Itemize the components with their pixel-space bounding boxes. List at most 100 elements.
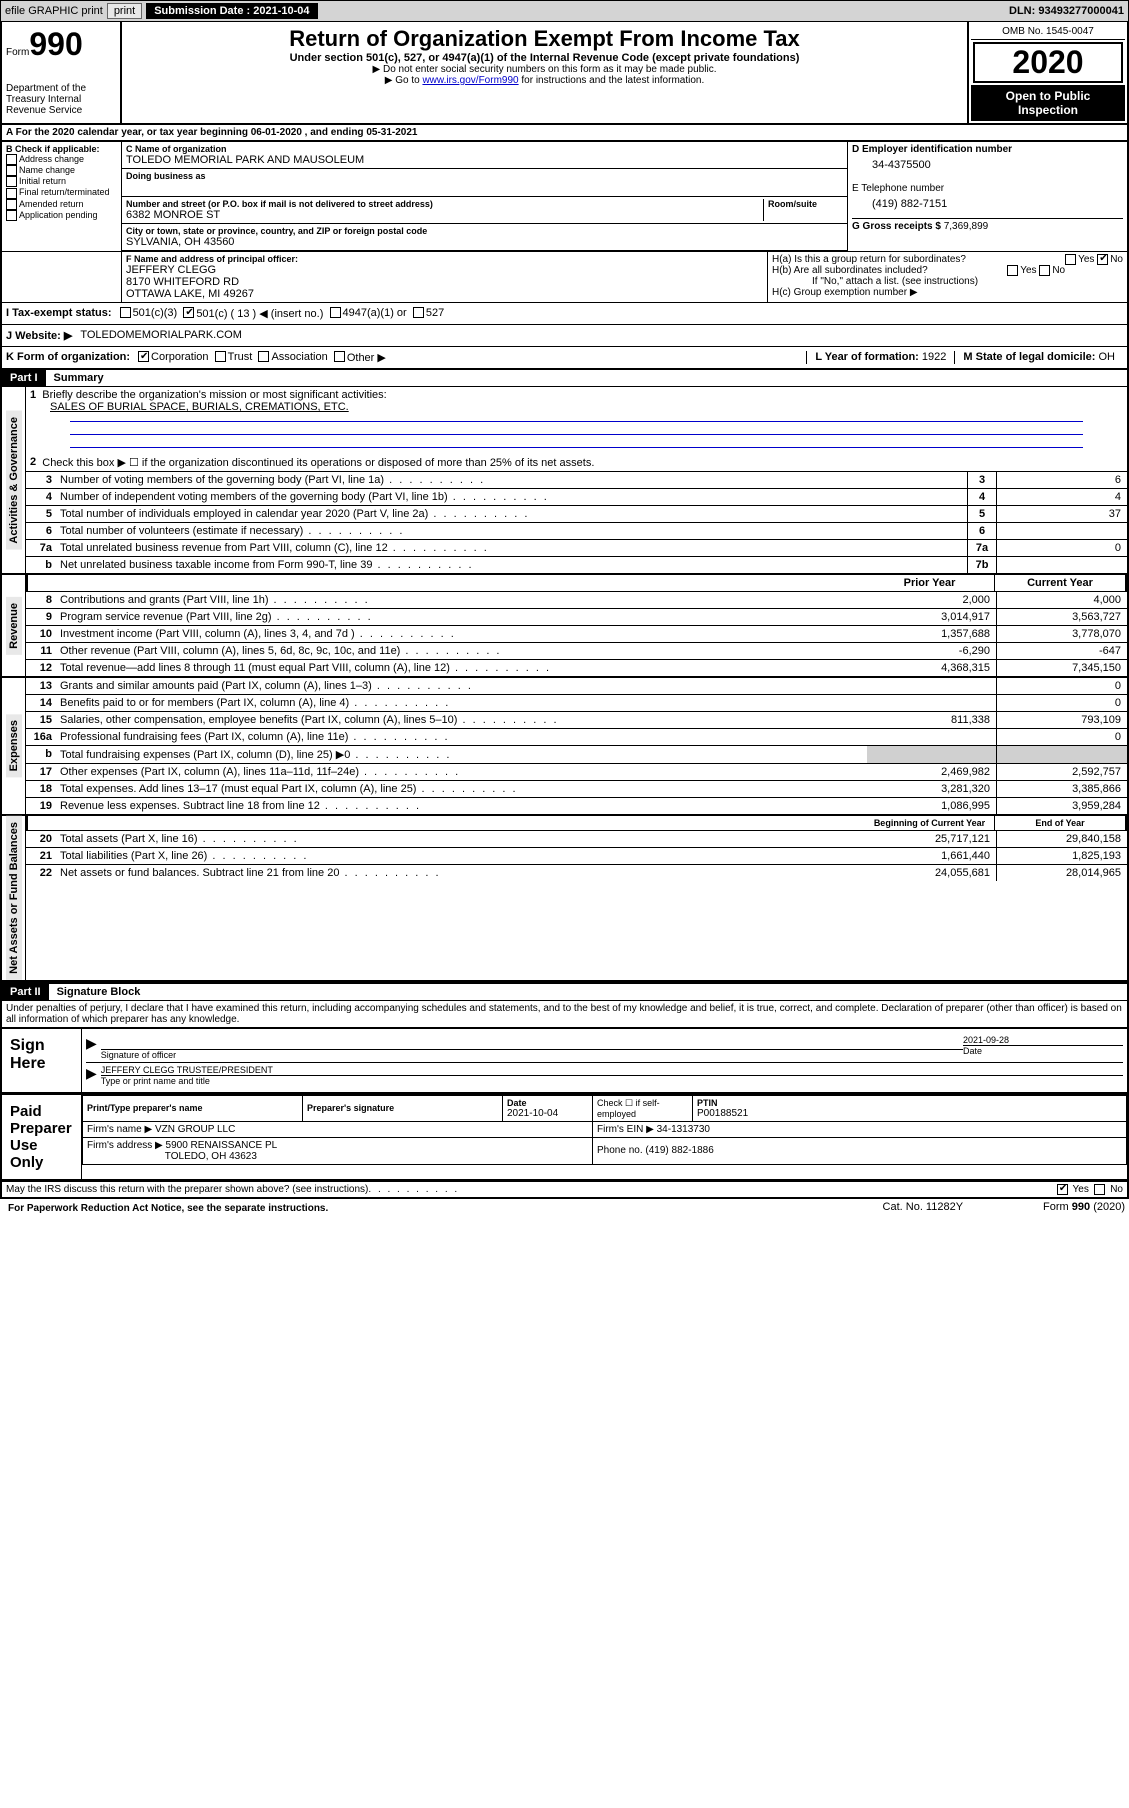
net-header: Beginning of Current Year End of Year (26, 816, 1127, 831)
cb-527[interactable] (413, 307, 424, 318)
tax-year: 2020 (973, 42, 1123, 83)
arrow-icon2: ▶ (86, 1065, 97, 1086)
vert-rev: Revenue (6, 597, 22, 655)
ein-label: D Employer identification number (852, 144, 1123, 155)
room-label: Room/suite (768, 199, 843, 209)
arrow-icon: ▶ (86, 1035, 97, 1060)
paperwork-note: For Paperwork Reduction Act Notice, see … (4, 1201, 332, 1216)
gov-line: 3Number of voting members of the governi… (26, 472, 1127, 489)
sig-officer-label: Signature of officer (101, 1049, 963, 1060)
prior-year-hdr: Prior Year (865, 575, 995, 591)
cb-corp[interactable] (138, 351, 149, 362)
discuss-text: May the IRS discuss this return with the… (6, 1184, 368, 1195)
end-year-hdr: End of Year (995, 816, 1125, 830)
section-fh: F Name and address of principal officer:… (0, 252, 1129, 303)
cb-trust[interactable] (215, 351, 226, 362)
print-button[interactable]: print (107, 3, 142, 19)
discuss-row: May the IRS discuss this return with the… (0, 1181, 1129, 1199)
section-f: F Name and address of principal officer:… (122, 252, 767, 302)
form-title-box: Return of Organization Exempt From Incom… (122, 22, 967, 123)
footer-row: For Paperwork Reduction Act Notice, see … (0, 1199, 1129, 1218)
dln: DLN: 93493277000041 (1009, 5, 1124, 17)
form-note1: ▶ Do not enter social security numbers o… (130, 64, 959, 75)
cb-initial: Initial return (6, 176, 117, 187)
cb-other[interactable] (334, 351, 345, 362)
form-number: 990 (29, 26, 82, 62)
sig-date-label: Date (963, 1045, 1123, 1056)
h-b-note: If "No," attach a list. (see instruction… (772, 276, 1123, 287)
discuss-no[interactable] (1094, 1184, 1105, 1195)
efile-label: efile GRAPHIC print (5, 5, 103, 17)
vert-exp: Expenses (6, 714, 22, 777)
cb-4947[interactable] (330, 307, 341, 318)
irs-link[interactable]: www.irs.gov/Form990 (422, 75, 518, 86)
cb-amended: Amended return (6, 199, 117, 210)
officer-addr2: OTTAWA LAKE, MI 49267 (126, 288, 763, 300)
gross-receipts: G Gross receipts $ 7,369,899 (852, 218, 1123, 232)
officer-label: F Name and address of principal officer: (126, 254, 763, 264)
revenue-section: Revenue Prior Year Current Year 8Contrib… (0, 575, 1129, 678)
cb-501c[interactable] (183, 307, 194, 318)
vert-gov: Activities & Governance (6, 411, 22, 550)
note2-pre: ▶ Go to (385, 75, 423, 86)
gov-line: bNet unrelated business taxable income f… (26, 557, 1127, 573)
line1-text: Briefly describe the organization's miss… (42, 389, 386, 401)
section-klm: K Form of organization: Corporation Trus… (0, 347, 1129, 370)
org-name: TOLEDO MEMORIAL PARK AND MAUSOLEUM (126, 154, 843, 166)
gov-line: 7aTotal unrelated business revenue from … (26, 540, 1127, 557)
paid-preparer-section: Paid Preparer Use Only Print/Type prepar… (0, 1094, 1129, 1181)
sign-here-section: Sign Here ▶ Signature of officer 2021-09… (0, 1028, 1129, 1094)
form-prefix: Form (6, 47, 29, 58)
cb-address: Address change (6, 154, 117, 165)
preparer-table: Print/Type preparer's name Preparer's si… (82, 1095, 1127, 1165)
discuss-yes[interactable] (1057, 1184, 1068, 1195)
line1-value: SALES OF BURIAL SPACE, BURIALS, CREMATIO… (50, 401, 1123, 413)
section-m: M State of legal domicile: OH (954, 351, 1123, 364)
data-line: 9Program service revenue (Part VIII, lin… (26, 609, 1127, 626)
header-bar: efile GRAPHIC print print Submission Dat… (0, 0, 1129, 22)
data-line: 14Benefits paid to or for members (Part … (26, 695, 1127, 712)
h-b: H(b) Are all subordinates included? Yes … (772, 265, 1123, 276)
addr-label: Number and street (or P.O. box if mail i… (126, 199, 763, 209)
phone-value: (419) 882-7151 (852, 194, 1123, 218)
data-line: 16aProfessional fundraising fees (Part I… (26, 729, 1127, 746)
h-a: H(a) Is this a group return for subordin… (772, 254, 1123, 265)
section-l: L Year of formation: 1922 (806, 351, 954, 364)
city-value: SYLVANIA, OH 43560 (126, 236, 843, 248)
part1-header: Part I (2, 370, 46, 386)
section-bcdefg: B Check if applicable: Address change Na… (0, 142, 1129, 252)
form-number-box: Form990 Department of the Treasury Inter… (2, 22, 122, 123)
j-label: J Website: ▶ (6, 329, 72, 342)
form-ref: Form 990 (2020) (1043, 1201, 1125, 1216)
data-line: 21Total liabilities (Part X, line 26)1,6… (26, 848, 1127, 865)
cb-501c3[interactable] (120, 307, 131, 318)
gov-line: 6Total number of volunteers (estimate if… (26, 523, 1127, 540)
penalty-text: Under penalties of perjury, I declare th… (0, 1001, 1129, 1028)
data-line: 15Salaries, other compensation, employee… (26, 712, 1127, 729)
cat-no: Cat. No. 11282Y (883, 1201, 964, 1216)
sig-name-label: Type or print name and title (101, 1075, 1123, 1086)
form-header: Form990 Department of the Treasury Inter… (0, 22, 1129, 125)
data-line: 17Other expenses (Part IX, column (A), l… (26, 764, 1127, 781)
omb-number: OMB No. 1545-0047 (971, 24, 1125, 40)
part1-header-row: Part I Summary (0, 370, 1129, 387)
section-j: J Website: ▶ TOLEDOMEMORIALPARK.COM (0, 325, 1129, 347)
data-line: 20Total assets (Part X, line 16)25,717,1… (26, 831, 1127, 848)
cb-name: Name change (6, 165, 117, 176)
note2-post: for instructions and the latest informat… (519, 75, 705, 86)
expenses-section: Expenses 13Grants and similar amounts pa… (0, 678, 1129, 816)
data-line: 22Net assets or fund balances. Subtract … (26, 865, 1127, 881)
dept-label: Department of the Treasury Internal Reve… (6, 83, 116, 116)
k-label: K Form of organization: (6, 351, 130, 364)
data-line: 8Contributions and grants (Part VIII, li… (26, 592, 1127, 609)
sign-here-label: Sign Here (2, 1029, 82, 1092)
cb-final: Final return/terminated (6, 187, 117, 198)
phone-label: E Telephone number (852, 183, 1123, 194)
ein-value: 34-4375500 (852, 155, 1123, 183)
data-line: 11Other revenue (Part VIII, column (A), … (26, 643, 1127, 660)
officer-addr1: 8170 WHITEFORD RD (126, 276, 763, 288)
section-c: C Name of organization TOLEDO MEMORIAL P… (122, 142, 847, 251)
cb-assoc[interactable] (258, 351, 269, 362)
city-label: City or town, state or province, country… (126, 226, 843, 236)
submission-date: Submission Date : 2021-10-04 (146, 3, 317, 19)
